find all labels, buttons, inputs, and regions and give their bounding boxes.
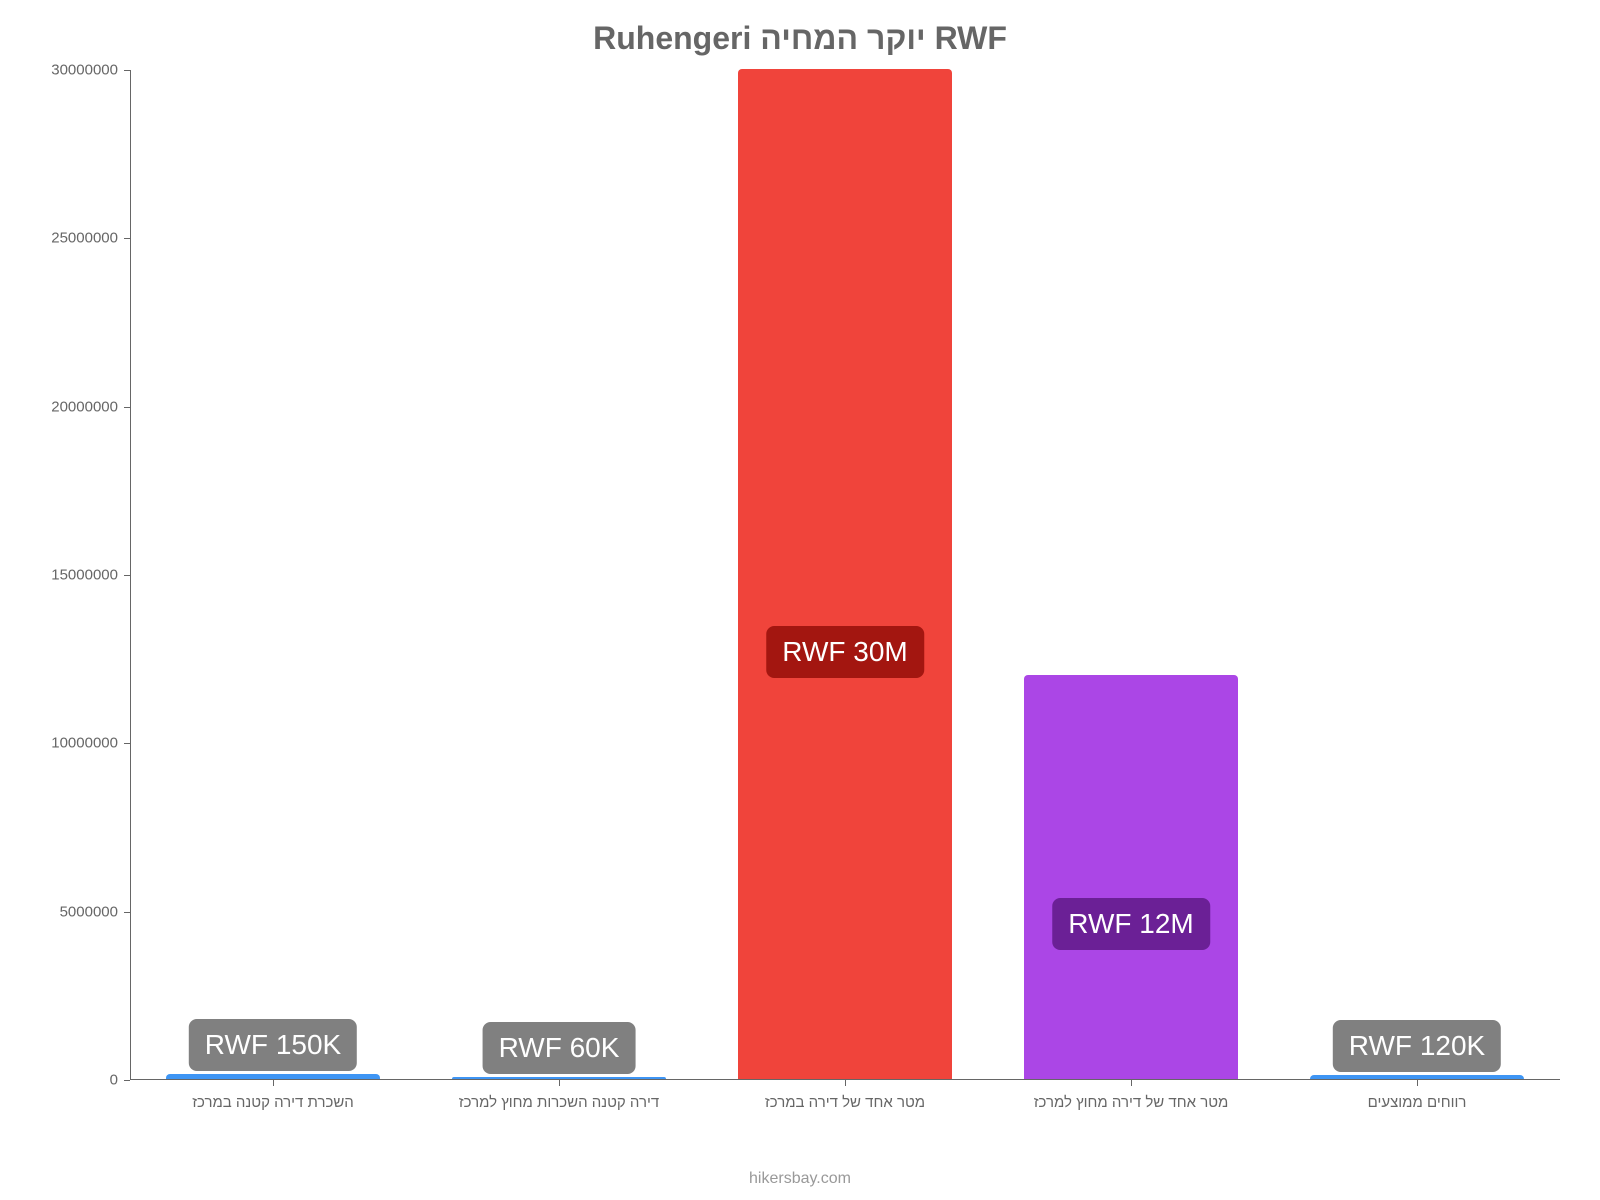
x-tick-label: רווחים ממוצעים xyxy=(1368,1094,1467,1111)
x-tick-mark xyxy=(1131,1080,1132,1086)
y-tick-label: 5000000 xyxy=(8,903,118,920)
x-tick-label: השכרת דירה קטנה במרכז xyxy=(192,1094,354,1111)
value-badge: RWF 120K xyxy=(1333,1020,1501,1072)
x-tick-label: דירה קטנה השכרות מחוץ למרכז xyxy=(459,1094,659,1111)
y-tick-mark xyxy=(124,238,130,239)
chart-title: Ruhengeri יוקר המחיה RWF xyxy=(0,20,1600,57)
x-tick-mark xyxy=(1417,1080,1418,1086)
y-tick-label: 20000000 xyxy=(8,398,118,415)
y-tick-mark xyxy=(124,407,130,408)
value-badge: RWF 12M xyxy=(1052,898,1210,950)
value-badge: RWF 30M xyxy=(766,626,924,678)
attribution-text: hikersbay.com xyxy=(0,1170,1600,1188)
y-axis-line xyxy=(130,70,131,1080)
x-tick-label: מטר אחד של דירה מחוץ למרכז xyxy=(1034,1094,1229,1111)
x-tick-mark xyxy=(845,1080,846,1086)
x-tick-mark xyxy=(559,1080,560,1086)
y-tick-mark xyxy=(124,743,130,744)
value-badge: RWF 150K xyxy=(189,1019,357,1071)
bar xyxy=(738,69,953,1079)
x-tick-label: מטר אחד של דירה במרכז xyxy=(765,1094,925,1111)
y-tick-label: 25000000 xyxy=(8,230,118,247)
plot-area: 0500000010000000150000002000000025000000… xyxy=(130,70,1560,1080)
chart-container: Ruhengeri יוקר המחיה RWF 050000001000000… xyxy=(0,0,1600,1200)
y-tick-label: 10000000 xyxy=(8,735,118,752)
bar xyxy=(1310,1075,1525,1079)
bar xyxy=(1024,675,1239,1079)
y-tick-label: 30000000 xyxy=(8,62,118,79)
y-tick-mark xyxy=(124,70,130,71)
y-tick-mark xyxy=(124,575,130,576)
bar xyxy=(452,1077,667,1079)
y-tick-label: 15000000 xyxy=(8,567,118,584)
bar xyxy=(166,1074,381,1079)
y-tick-mark xyxy=(124,912,130,913)
value-badge: RWF 60K xyxy=(483,1022,636,1074)
y-tick-label: 0 xyxy=(8,1072,118,1089)
x-tick-mark xyxy=(273,1080,274,1086)
y-tick-mark xyxy=(124,1080,130,1081)
